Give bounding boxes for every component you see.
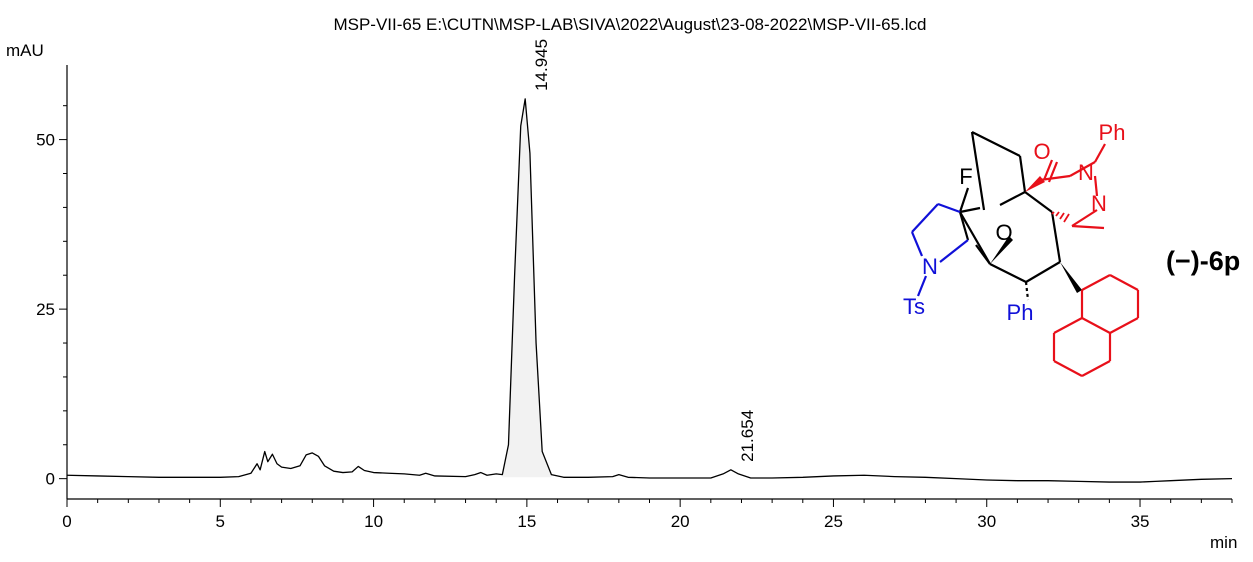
atom-ph-n-aryl: Ph bbox=[1099, 120, 1126, 145]
bond bbox=[970, 131, 986, 211]
chart-title: MSP-VII-65 E:\CUTN\MSP-LAB\SIVA\2022\Aug… bbox=[333, 15, 926, 34]
bond bbox=[999, 191, 1026, 206]
chromatogram-trace bbox=[66, 98, 1233, 483]
atom-labels: O Ph N N F O N Ts Ph bbox=[903, 120, 1125, 325]
peak-labels: 14.945 21.654 bbox=[532, 39, 757, 462]
bond bbox=[1050, 211, 1062, 263]
y-tick-label: 50 bbox=[36, 131, 55, 150]
bond bbox=[1069, 161, 1096, 177]
peak-area-fill bbox=[502, 98, 552, 478]
bond bbox=[958, 187, 970, 213]
bond bbox=[1093, 175, 1099, 197]
bond bbox=[1109, 274, 1139, 291]
bond bbox=[1018, 155, 1027, 193]
series-line bbox=[66, 98, 1233, 483]
atom-n-pyrazolone-2: N bbox=[1091, 191, 1107, 216]
bond bbox=[1047, 161, 1059, 183]
x-tick-label: 10 bbox=[364, 512, 383, 531]
hash bbox=[1055, 211, 1060, 217]
x-ticks: 0 5 10 15 20 25 30 35 bbox=[62, 499, 1233, 531]
bond bbox=[1024, 281, 1030, 301]
bond bbox=[1053, 360, 1083, 377]
bond bbox=[989, 263, 1027, 283]
bond bbox=[959, 211, 991, 265]
bond bbox=[1025, 261, 1061, 283]
bond bbox=[911, 203, 939, 233]
atom-o-carbonyl: O bbox=[1033, 139, 1050, 164]
bond bbox=[1094, 143, 1106, 163]
bond bbox=[1071, 209, 1098, 227]
bond bbox=[939, 239, 969, 263]
pyrrolidine-bonds bbox=[910, 202, 969, 297]
x-tick-label: 5 bbox=[216, 512, 225, 531]
x-tick-label: 20 bbox=[671, 512, 690, 531]
peak-label: 14.945 bbox=[532, 39, 551, 91]
atom-n-pyrazolone-1: N bbox=[1078, 160, 1094, 185]
bond bbox=[1081, 317, 1111, 334]
atom-fluorine: F bbox=[959, 164, 972, 189]
bond bbox=[1109, 317, 1139, 334]
bond bbox=[958, 211, 970, 241]
bond bbox=[910, 231, 924, 257]
bond bbox=[1081, 274, 1111, 291]
chemical-structure: O Ph N N F O N Ts Ph (−)-6p bbox=[903, 120, 1240, 377]
atom-ts: Ts bbox=[903, 294, 925, 319]
bond bbox=[959, 206, 981, 214]
y-tick-label: 25 bbox=[36, 300, 55, 319]
bond bbox=[1042, 159, 1054, 181]
x-tick-label: 30 bbox=[977, 512, 996, 531]
x-axis-label: min bbox=[1210, 533, 1237, 552]
bond bbox=[916, 275, 928, 297]
atom-o-bridge: O bbox=[995, 220, 1012, 245]
wedge-bond bbox=[1025, 176, 1045, 192]
atom-ph-bottom: Ph bbox=[1007, 300, 1034, 325]
compound-label: (−)-6p bbox=[1166, 246, 1240, 276]
pyrazolone-bonds bbox=[1039, 143, 1140, 377]
peak-label: 21.654 bbox=[738, 410, 757, 462]
bond bbox=[937, 202, 961, 214]
atom-n-pyrrolidine: N bbox=[922, 254, 938, 279]
hash bbox=[1063, 213, 1070, 223]
bond bbox=[1081, 360, 1111, 377]
core-bonds bbox=[958, 131, 1062, 301]
dashed-bond bbox=[1051, 211, 1070, 223]
hash bbox=[1051, 211, 1055, 215]
x-tick-label: 15 bbox=[517, 512, 536, 531]
y-tick-label: 0 bbox=[46, 470, 55, 489]
wedge-bond bbox=[990, 236, 1013, 264]
bond bbox=[1053, 317, 1083, 334]
bond bbox=[1024, 191, 1053, 213]
x-tick-label: 0 bbox=[62, 512, 71, 531]
x-tick-label: 25 bbox=[824, 512, 843, 531]
x-tick-label: 35 bbox=[1131, 512, 1150, 531]
bond bbox=[971, 131, 1021, 157]
y-ticks: 0 25 50 bbox=[36, 105, 67, 489]
plot-axes bbox=[66, 65, 1232, 500]
hash bbox=[1059, 212, 1065, 220]
y-axis-label: mAU bbox=[6, 41, 44, 60]
bond bbox=[1071, 224, 1105, 230]
wedge-bond bbox=[1060, 262, 1082, 293]
